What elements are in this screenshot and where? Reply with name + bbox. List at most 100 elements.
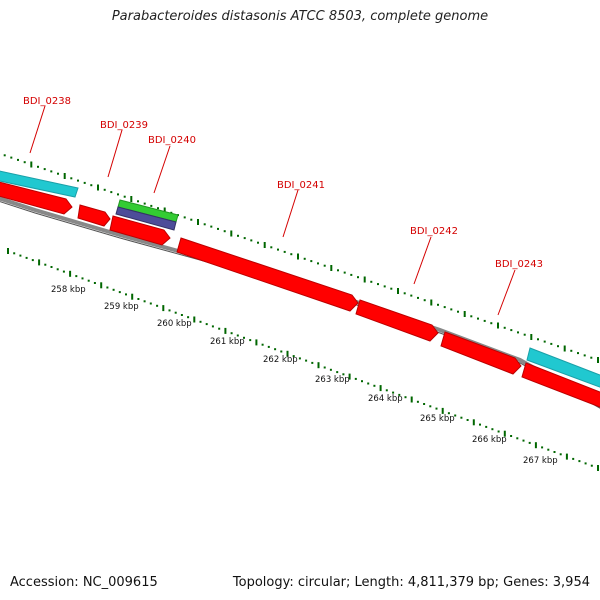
- track-dot: [311, 361, 314, 364]
- track-dot: [230, 230, 233, 237]
- track-dot: [563, 345, 566, 352]
- track-dot: [303, 257, 306, 260]
- track-dot: [3, 154, 6, 157]
- track-dot: [243, 237, 246, 240]
- track-dot: [430, 299, 433, 306]
- purple-feature: [115, 206, 177, 231]
- track-dot: [297, 253, 299, 260]
- genome-backbone: [0, 196, 600, 408]
- gene-label: BDI_0238: [23, 96, 71, 107]
- track-dot: [503, 326, 506, 329]
- track-dot: [63, 173, 66, 179]
- track-dot: [398, 393, 401, 396]
- track-dot: [210, 225, 213, 228]
- track-dot: [163, 207, 166, 214]
- track-dot: [110, 191, 113, 194]
- track-dot: [517, 331, 519, 334]
- track-dot: [90, 184, 93, 187]
- track-dot: [577, 352, 579, 355]
- leader-line-4: [282, 189, 299, 238]
- track-dot: [50, 266, 53, 268]
- track-dot: [168, 309, 171, 312]
- track-dot: [180, 314, 183, 316]
- track-dot: [174, 311, 177, 314]
- track-dot: [479, 423, 481, 426]
- track-dot: [130, 196, 133, 202]
- track-dot: [149, 302, 152, 305]
- track-dot: [317, 262, 319, 265]
- track-dot: [150, 204, 153, 207]
- track-dot: [97, 184, 99, 191]
- track-dot: [100, 282, 103, 289]
- track-dot: [403, 292, 406, 295]
- track-dot: [81, 277, 84, 280]
- gene-label: BDI_0243: [495, 259, 543, 270]
- track-dot: [553, 451, 556, 453]
- track-dot: [559, 453, 562, 456]
- track-dot: [390, 287, 393, 290]
- gene-arrow-6: [440, 331, 522, 375]
- track-dot: [283, 250, 286, 253]
- track-dot: [454, 414, 457, 417]
- gene-label: BDI_0242: [410, 226, 458, 237]
- track-dot: [429, 405, 432, 408]
- track-dot: [361, 380, 363, 383]
- track-dot: [423, 403, 426, 405]
- track-dot: [350, 273, 353, 276]
- track-dot: [23, 161, 26, 164]
- topology-label: Topology: circular; Length: 4,811,379 bp…: [232, 575, 590, 590]
- track-dot: [25, 256, 28, 259]
- track-dot: [310, 260, 313, 263]
- track-dot: [336, 371, 339, 374]
- track-dot: [547, 448, 550, 451]
- track-dot: [572, 457, 575, 460]
- track-dot: [43, 168, 46, 171]
- track-dot: [137, 298, 140, 300]
- track-dot: [343, 271, 346, 274]
- track-dot: [516, 437, 519, 440]
- track-dot: [69, 270, 72, 277]
- track-dot: [397, 288, 399, 294]
- gene-arrow-3: [109, 215, 171, 246]
- track-dot: [537, 338, 539, 341]
- track-dot: [131, 293, 134, 300]
- track-dot: [50, 170, 53, 173]
- track-dot: [578, 460, 581, 463]
- track-dot: [457, 310, 459, 313]
- track-dot: [392, 391, 395, 394]
- track-dot: [17, 158, 19, 161]
- track-dot: [218, 327, 221, 330]
- track-dot: [211, 325, 214, 328]
- track-dot: [255, 339, 258, 346]
- track-dot: [483, 319, 486, 322]
- track-dot: [274, 348, 277, 351]
- upper-dotted-track: [3, 154, 599, 363]
- track-dot: [298, 357, 301, 360]
- gene-label: BDI_0239: [100, 120, 148, 131]
- track-dot: [286, 350, 289, 357]
- leader-line-6: [497, 269, 516, 316]
- track-dot: [485, 425, 488, 428]
- kbp-tick-label: 264 kbp: [368, 394, 403, 404]
- track-dot: [497, 430, 500, 433]
- track-dot: [383, 285, 386, 288]
- track-dot: [13, 252, 16, 255]
- track-dot: [528, 441, 531, 444]
- track-dot: [217, 227, 219, 230]
- kbp-tick-label: 267 kbp: [523, 456, 558, 466]
- track-dot: [584, 462, 587, 465]
- track-dot: [243, 336, 245, 339]
- track-dot: [224, 327, 227, 334]
- track-dot: [497, 322, 499, 329]
- track-dot: [363, 276, 366, 283]
- track-dot: [404, 396, 407, 399]
- kbp-tick-label: 265 kbp: [420, 414, 455, 424]
- track-dot: [257, 241, 259, 244]
- track-dot: [472, 419, 475, 426]
- kbp-tick-label: 262 kbp: [263, 355, 298, 365]
- track-dot: [522, 439, 525, 442]
- track-dot: [385, 389, 388, 392]
- track-dot: [117, 193, 119, 196]
- gene-arrow-5: [355, 299, 439, 342]
